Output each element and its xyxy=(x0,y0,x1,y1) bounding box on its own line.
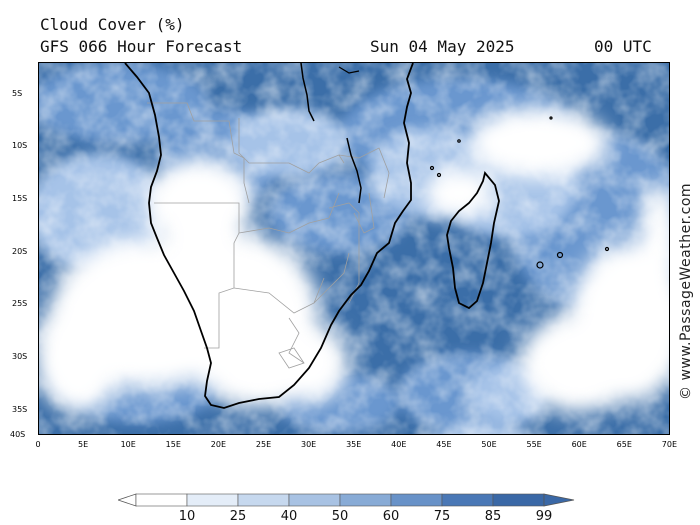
colorbar-max-arrow xyxy=(543,493,575,507)
latitude-label: 35S xyxy=(12,405,28,414)
colorbar-label: 75 xyxy=(433,509,451,524)
colorbar-label: 50 xyxy=(331,509,349,524)
longitude-label: 5E xyxy=(78,440,89,449)
colorbar-label: 99 xyxy=(535,509,553,524)
colorbar-segment xyxy=(390,493,443,507)
latitude-label: 40S xyxy=(10,430,26,439)
longitude-label: 65E xyxy=(616,440,632,449)
longitude-label: 35E xyxy=(346,440,362,449)
colorbar-label: 25 xyxy=(229,509,247,524)
longitude-label: 25E xyxy=(255,440,272,449)
country-borders xyxy=(147,102,390,369)
longitude-label: 20E xyxy=(210,440,227,449)
longitude-label: 50E xyxy=(481,440,497,449)
islands xyxy=(429,116,610,269)
colorbar-segment xyxy=(186,493,239,507)
latitude-label: 20S xyxy=(12,247,28,256)
colorbar-label: 60 xyxy=(382,509,400,524)
latitude-label: 10S xyxy=(12,141,28,150)
lake-tanganyika xyxy=(300,63,315,122)
colorbar-segment xyxy=(135,493,188,507)
longitude-label: 30E xyxy=(300,440,317,449)
longitude-label: 10E xyxy=(120,440,136,449)
forecast-date: Sun 04 May 2025 xyxy=(370,37,515,56)
forecast-label: GFS 066 Hour Forecast xyxy=(40,37,243,56)
colorbar-segment xyxy=(492,493,545,507)
lake-malawi xyxy=(346,137,362,204)
madagascar-outline xyxy=(446,171,500,310)
longitude-label: 70E xyxy=(661,440,678,449)
lake-victoria xyxy=(338,66,360,74)
longitude-label: 55E xyxy=(526,440,542,449)
latitude-label: 15S xyxy=(12,194,28,203)
longitude-label: 40E xyxy=(391,440,407,449)
latitude-label: 5S xyxy=(12,89,23,98)
longitude-label: 0 xyxy=(35,440,41,449)
africa-coastline xyxy=(124,63,414,409)
longitude-label: 15E xyxy=(165,440,181,449)
map-title: Cloud Cover (%) xyxy=(40,15,185,34)
cloud-cover-map xyxy=(38,62,670,435)
credit-text: © www.PassageWeather.com xyxy=(678,182,694,400)
latitude-label: 30S xyxy=(12,352,28,361)
cloud-speckle-texture xyxy=(39,63,669,434)
colorbar-segment xyxy=(237,493,290,507)
colorbar-label: 40 xyxy=(280,509,298,524)
longitude-label: 60E xyxy=(571,440,587,449)
colorbar-label: 10 xyxy=(178,509,196,524)
colorbar-segment xyxy=(339,493,392,507)
colorbar-segment xyxy=(441,493,494,507)
color-scale-bar xyxy=(118,493,575,507)
latitude-label: 25S xyxy=(12,299,28,308)
colorbar-label: 85 xyxy=(484,509,502,524)
colorbar-min-arrow xyxy=(118,493,137,507)
longitude-label: 45E xyxy=(436,440,452,449)
colorbar-segment xyxy=(288,493,341,507)
forecast-time: 00 UTC xyxy=(594,37,652,56)
